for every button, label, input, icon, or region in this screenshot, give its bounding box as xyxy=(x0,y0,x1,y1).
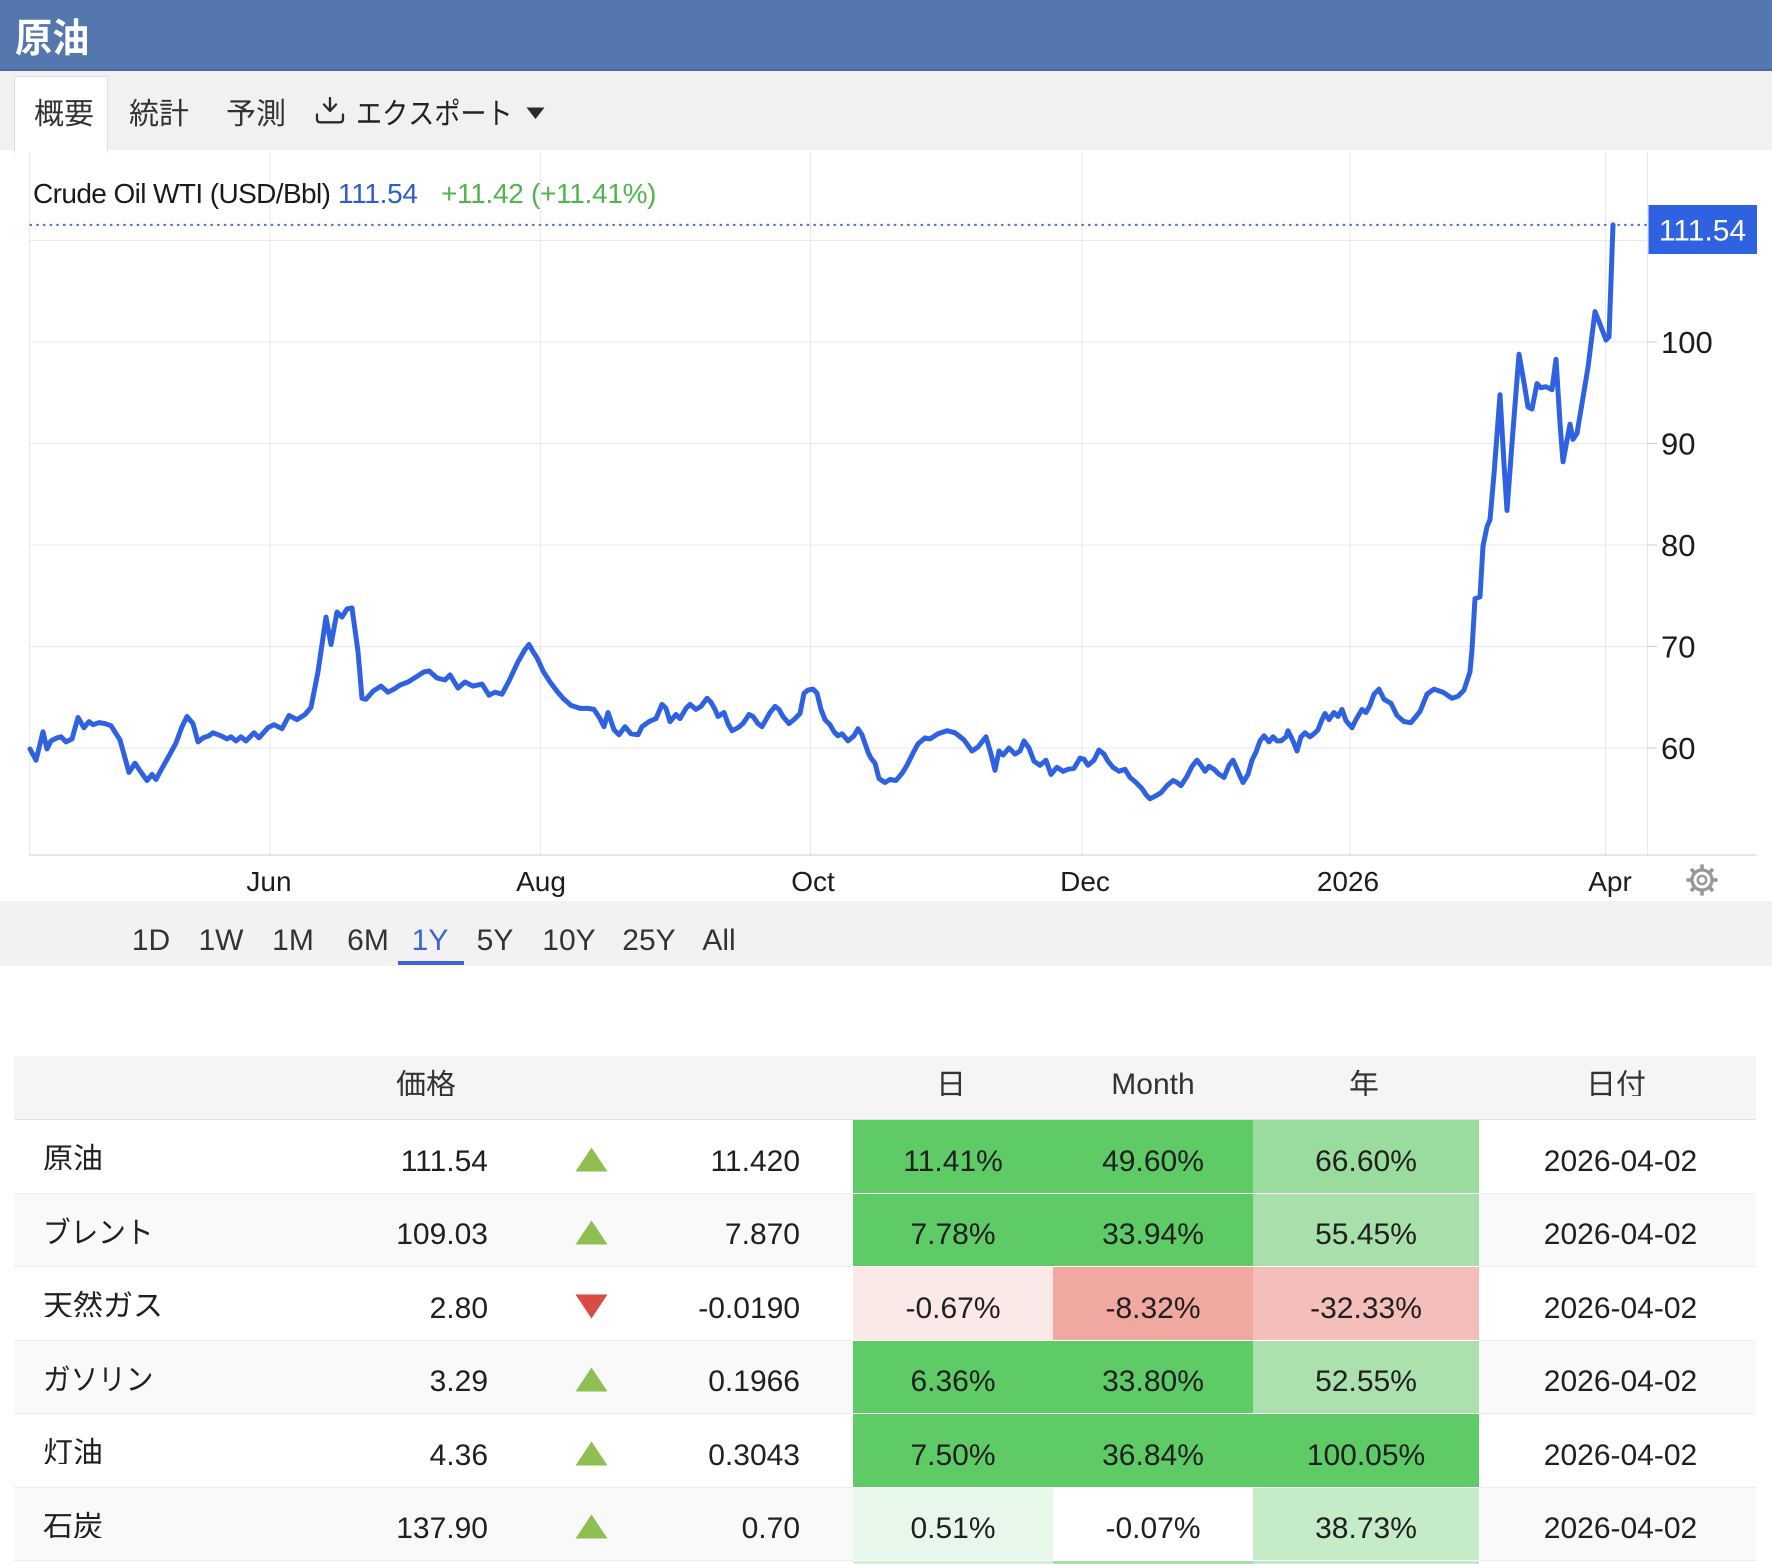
svg-text:90: 90 xyxy=(1661,427,1695,462)
svg-text:2026: 2026 xyxy=(1317,866,1379,897)
svg-text:Dec: Dec xyxy=(1060,866,1110,897)
svg-text:Oct: Oct xyxy=(791,866,835,897)
svg-text:Jun: Jun xyxy=(246,866,291,897)
svg-text:60: 60 xyxy=(1661,731,1695,766)
svg-text:100: 100 xyxy=(1661,325,1713,360)
svg-text:111.54: 111.54 xyxy=(1659,215,1746,248)
svg-text:80: 80 xyxy=(1661,528,1695,563)
svg-text:Aug: Aug xyxy=(516,866,566,897)
svg-text:70: 70 xyxy=(1661,630,1695,665)
svg-text:Apr: Apr xyxy=(1588,866,1632,897)
